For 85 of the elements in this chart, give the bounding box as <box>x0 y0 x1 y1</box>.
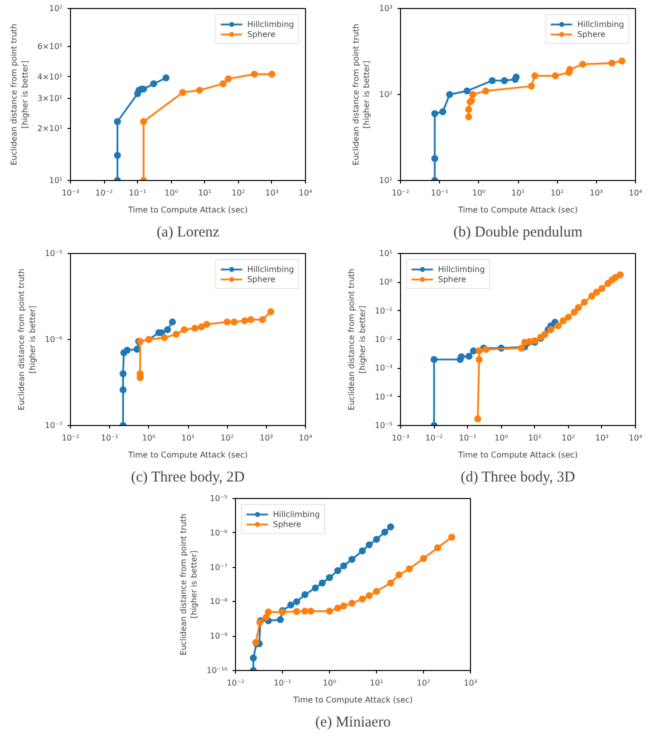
x-tick-label: 10² <box>220 434 234 442</box>
y-tick-label: 10¹ <box>379 249 393 258</box>
y-tick-label: 10⁻⁵ <box>44 249 62 258</box>
x-tick-label: 10⁴ <box>298 188 312 198</box>
x-tick-label: 10¹ <box>511 188 525 198</box>
y-tick-label: 10⁻¹ <box>374 306 392 316</box>
legend-label: Hillclimbing <box>577 19 624 29</box>
x-axis-title: Time to Compute Attack (sec) <box>457 206 578 214</box>
x-tick-label: 10⁰ <box>494 434 508 442</box>
x-tick-label: 10⁻² <box>62 434 80 442</box>
legend-label: Sphere <box>438 274 466 284</box>
x-axis-title: Time to Compute Attack (sec) <box>127 450 248 460</box>
x-tick-label: 10⁻² <box>425 434 443 442</box>
x-tick-label: 10³ <box>595 434 609 442</box>
y-tick-label: 10⁻² <box>374 335 392 344</box>
y-tick-label: 10² <box>379 90 393 99</box>
y-tick-label: 10¹ <box>49 176 63 185</box>
legend-label: Sphere <box>247 29 276 39</box>
y-tick-label: 10² <box>49 4 63 13</box>
x-axis-title: Time to Compute Attack (sec) <box>292 696 413 704</box>
x-tick-label: 10⁴ <box>298 434 312 442</box>
x-tick-label: 10⁻¹ <box>430 188 448 198</box>
y-tick-label: 10⁻⁶ <box>44 335 62 344</box>
x-tick-label: 10⁰ <box>472 188 486 198</box>
y-tick-label: 10⁻³ <box>374 364 392 373</box>
y-tick-label: 10⁻⁵ <box>374 421 392 430</box>
text: (a) Lorenz <box>156 224 220 240</box>
text: (b) Double pendulum <box>453 224 583 240</box>
x-tick-label: 10⁴ <box>628 434 642 442</box>
x-tick-label: 10⁻¹ <box>128 188 146 198</box>
x-tick-label: 10² <box>416 678 430 688</box>
y-tick-label: 10³ <box>379 4 393 13</box>
y-tick-label: 10¹ <box>379 176 393 185</box>
x-tick-label: 10³ <box>260 434 274 442</box>
legend-label: Hillclimbing <box>247 264 294 274</box>
y-tick-label: 10⁻⁶ <box>210 528 228 538</box>
x-tick-label: 10⁻² <box>226 678 244 688</box>
y-tick-label: 10⁰ <box>379 278 393 287</box>
y-axis-title: Euclidean distance from point truth [higher is better] <box>17 268 37 410</box>
y-tick-label: 10⁻⁸ <box>210 597 228 606</box>
legend-label: Hillclimbing <box>247 19 294 29</box>
y-tick-label: 2×10¹ <box>37 124 63 134</box>
x-tick-label: 10⁻¹ <box>274 678 292 688</box>
y-tick-label: 10⁻⁵ <box>210 494 228 503</box>
x-tick-label: 10⁻² <box>392 188 410 198</box>
x-tick-label: 10⁴ <box>628 188 642 198</box>
legend-label: Sphere <box>247 274 276 284</box>
x-tick-label: 10⁰ <box>164 188 178 198</box>
legend-label: Hillclimbing <box>438 264 485 274</box>
text: (c) Three body, 2D <box>131 470 245 486</box>
legend-label: Sphere <box>577 29 606 39</box>
text: (d) Three body, 3D <box>460 470 576 486</box>
x-tick-label: 10¹ <box>528 434 542 442</box>
x-tick-label: 10³ <box>464 678 478 688</box>
y-tick-label: 10⁻¹⁰ <box>206 666 228 675</box>
x-tick-label: 10⁻³ <box>392 434 410 442</box>
x-tick-label: 10⁰ <box>142 434 156 442</box>
y-tick-label: 4×10¹ <box>37 72 63 82</box>
x-tick-label: 10² <box>550 188 564 198</box>
legend-label: Sphere <box>273 519 302 529</box>
x-axis-title: Time to Compute Attack (sec) <box>127 206 248 214</box>
x-tick-label: 10⁻³ <box>62 188 80 198</box>
x-tick-label: 10² <box>562 434 576 442</box>
x-tick-label: 10⁻² <box>95 188 113 198</box>
x-tick-label: 10³ <box>265 188 279 198</box>
y-tick-label: 10⁻⁹ <box>210 632 228 641</box>
y-tick-label: 10⁻⁷ <box>210 562 228 572</box>
y-tick-label: 10⁻⁴ <box>374 392 392 402</box>
x-tick-label: 10² <box>232 188 246 198</box>
x-axis-title: Time to Compute Attack (sec) <box>457 450 578 460</box>
x-tick-label: 10⁻¹ <box>458 434 476 442</box>
y-axis-title: Euclidean distance from point truth [higher is better] <box>351 24 372 166</box>
y-axis-title: Euclidean distance from point truth [higher is better] <box>347 268 367 410</box>
y-tick-label: 3×10¹ <box>37 94 63 103</box>
y-axis-title: Euclidean distance from point truth [higher is better] <box>10 24 30 166</box>
y-tick-label: 10⁻⁷ <box>44 421 62 430</box>
x-tick-label: 10³ <box>590 188 604 198</box>
text: (e) Miniaero <box>315 714 391 730</box>
y-tick-label: 6×10¹ <box>37 42 63 52</box>
legend-label: Hillclimbing <box>273 509 320 519</box>
y-axis-title: Euclidean distance from point truth [higher is better] <box>178 514 199 656</box>
x-tick-label: 10⁰ <box>322 678 336 688</box>
x-tick-label: 10¹ <box>181 434 195 442</box>
x-tick-label: 10¹ <box>198 188 212 198</box>
x-tick-label: 10⁻¹ <box>100 434 118 442</box>
